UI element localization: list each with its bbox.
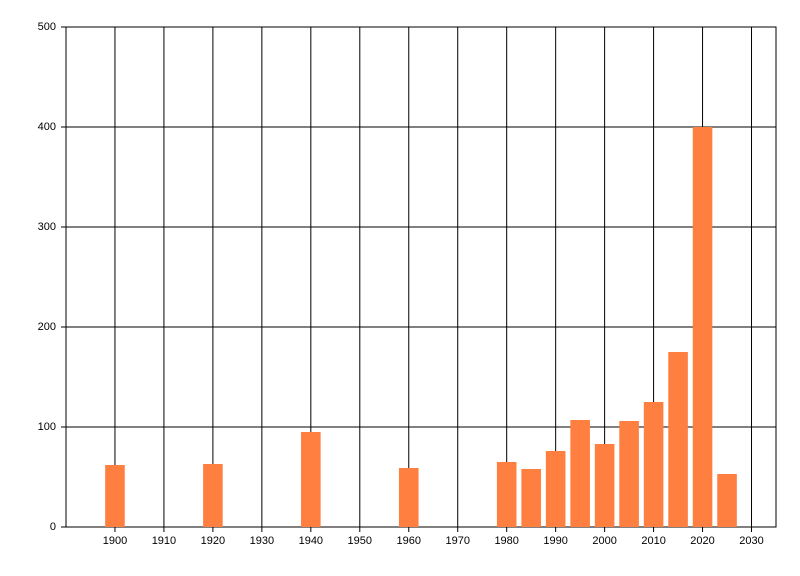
x-tick-label: 1930 xyxy=(250,535,274,547)
x-tick-label: 2000 xyxy=(592,535,616,547)
bar xyxy=(203,464,223,527)
bar xyxy=(570,420,590,527)
x-tick-label: 2030 xyxy=(739,535,763,547)
y-tick-label: 300 xyxy=(38,221,56,233)
x-tick-label: 1910 xyxy=(152,535,176,547)
x-tick-label: 1920 xyxy=(201,535,225,547)
bar xyxy=(668,352,688,527)
bar xyxy=(594,444,615,527)
y-tick-label: 100 xyxy=(38,421,56,433)
y-tick-label: 0 xyxy=(50,521,56,533)
bar xyxy=(717,474,737,527)
bar xyxy=(545,451,566,527)
bar xyxy=(643,402,664,527)
x-tick-label: 1990 xyxy=(543,535,567,547)
x-tick-label: 1970 xyxy=(445,535,469,547)
bar xyxy=(105,465,125,527)
x-tick-label: 1980 xyxy=(494,535,518,547)
bar xyxy=(496,462,517,527)
y-tick-label: 400 xyxy=(38,121,56,133)
bar xyxy=(398,468,419,527)
x-tick-label: 2010 xyxy=(641,535,665,547)
x-tick-label: 1900 xyxy=(103,535,127,547)
x-tick-label: 1950 xyxy=(348,535,372,547)
bar xyxy=(301,432,321,527)
x-tick-label: 2020 xyxy=(690,535,714,547)
y-tick-label: 200 xyxy=(38,321,56,333)
x-tick-label: 1960 xyxy=(397,535,421,547)
bar xyxy=(521,469,541,527)
x-tick-label: 1940 xyxy=(299,535,323,547)
bar xyxy=(692,127,713,527)
bar xyxy=(619,421,639,527)
y-tick-label: 500 xyxy=(38,21,56,33)
